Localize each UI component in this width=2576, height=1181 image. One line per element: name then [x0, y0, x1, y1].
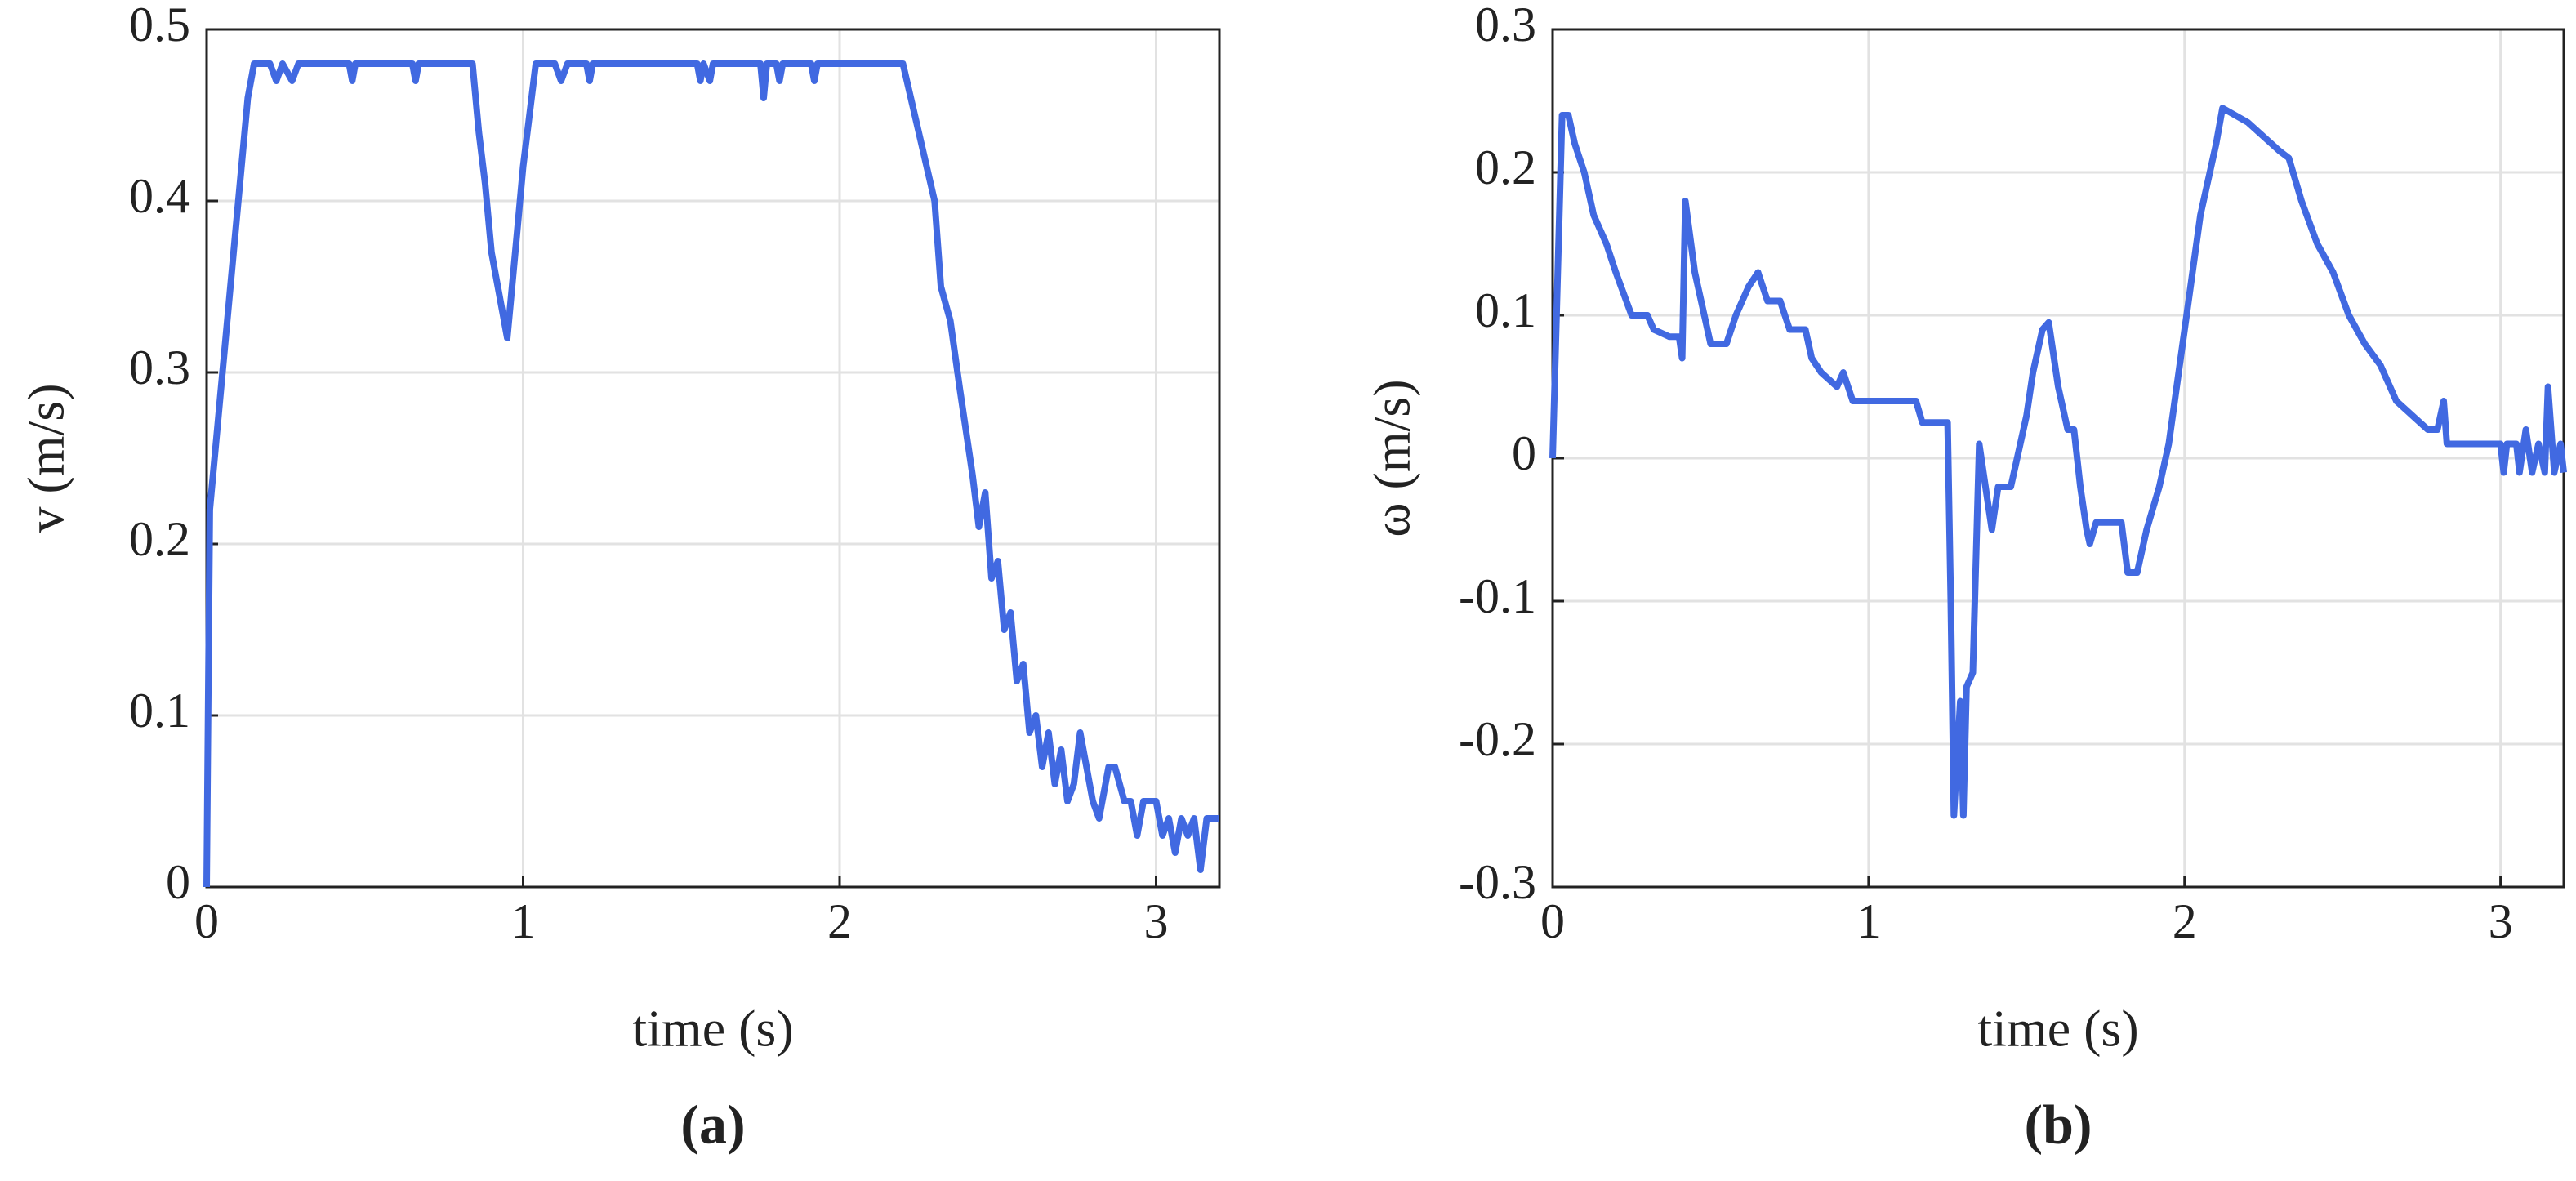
y-tick-label: 0.3 [1475, 0, 1536, 51]
data-line [1549, 105, 2567, 819]
y-tick-label: 0.5 [129, 0, 190, 51]
y-tick-label: 0.4 [129, 169, 190, 223]
y-tick-label: 0.1 [1475, 283, 1536, 337]
x-tick-label: 1 [1856, 894, 1881, 948]
x-tick-label: 1 [511, 894, 536, 948]
data-line [203, 60, 1219, 888]
panel-label: (a) [680, 1094, 745, 1156]
panel-label: (b) [2024, 1094, 2092, 1156]
y-tick-label: -0.3 [1459, 855, 1536, 909]
y-tick-label: 0.3 [129, 341, 190, 394]
plot-frame [205, 28, 1221, 889]
y-tick-label: -0.2 [1459, 712, 1536, 766]
y-axis-title: v (m/s) [17, 383, 75, 533]
x-tick-label: 0 [194, 894, 219, 948]
x-axis-title: time (s) [1977, 1000, 2138, 1058]
y-tick-label: 0.2 [1475, 140, 1536, 194]
x-axis-title: time (s) [632, 1000, 793, 1058]
y-tick-label: 0.1 [129, 684, 190, 738]
y-tick-label: -0.1 [1459, 569, 1536, 623]
y-tick-label: 0 [1512, 426, 1536, 480]
y-tick-label: 0.2 [129, 512, 190, 566]
x-tick-label: 2 [2173, 894, 2197, 948]
y-axis-title: ω (m/s) [1363, 379, 1421, 537]
x-tick-label: 3 [1144, 894, 1169, 948]
x-tick-label: 2 [827, 894, 852, 948]
x-tick-label: 3 [2489, 894, 2513, 948]
x-tick-label: 0 [1540, 894, 1565, 948]
y-tick-label: 0 [166, 855, 190, 909]
